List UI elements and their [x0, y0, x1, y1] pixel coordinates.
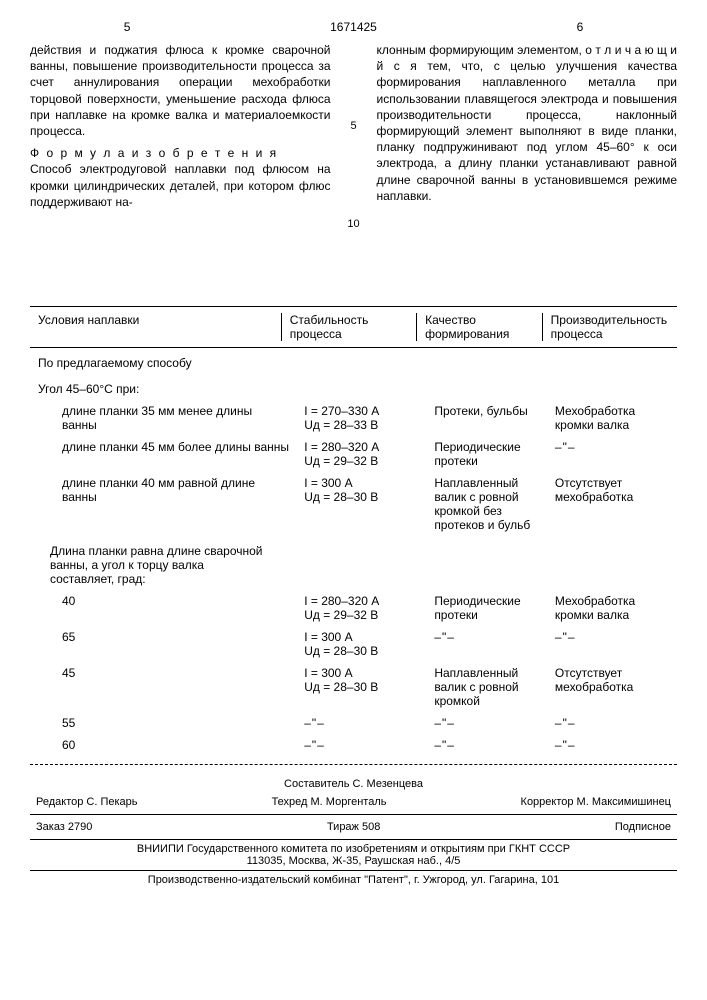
divider — [30, 839, 677, 840]
cell-current: I = 280–320 А — [304, 440, 418, 454]
text-columns: действия и поджатия флюса к кромке сваро… — [30, 42, 677, 294]
divider — [30, 764, 677, 765]
cell-stab: I = 300 А Uд = 28–30 В — [296, 666, 426, 708]
table-row: 65 I = 300 А Uд = 28–30 В –"– –"– — [30, 626, 677, 662]
cell-prod: Отсутствует мехобработка — [547, 666, 677, 708]
cell-current: I = 280–320 А — [304, 594, 418, 608]
th-conditions: Условия наплавки — [30, 313, 282, 341]
cell-stab: I = 300 А Uд = 28–30 В — [296, 476, 426, 532]
page-header: 5 1671425 6 — [30, 20, 677, 34]
cell-qual: Периодические протеки — [426, 594, 547, 622]
cell-cond: длине планки 45 мм более длины ванны — [30, 440, 296, 468]
footer: Составитель С. Мезенцева Редактор С. Пек… — [30, 775, 677, 886]
page-num-right: 6 — [483, 20, 677, 34]
editor: Редактор С. Пекарь — [36, 796, 138, 808]
data-table: Условия наплавки Стабильность процесса К… — [30, 306, 677, 756]
cell-voltage: Uд = 28–30 В — [304, 680, 418, 694]
table-row: 60 –"– –"– –"– — [30, 734, 677, 756]
cell-prod: –"– — [547, 630, 677, 658]
page-num-left: 5 — [30, 20, 224, 34]
left-column: действия и поджатия флюса к кромке сваро… — [30, 42, 331, 294]
divider — [30, 814, 677, 815]
table-row: длине планки 45 мм более длины ванны I =… — [30, 436, 677, 472]
section1-head: По предлагаемому способу — [30, 348, 677, 374]
line-5: 5 — [347, 98, 361, 154]
cell-qual: Периодические протеки — [426, 440, 547, 468]
cell-prod: Отсутствует мехобработка — [547, 476, 677, 532]
cell-voltage: Uд = 29–32 В — [304, 454, 418, 468]
right-column: клонным формирующим элементом, о т л и ч… — [377, 42, 678, 294]
cell-voltage: Uд = 29–32 В — [304, 608, 418, 622]
cell-qual: –"– — [426, 630, 547, 658]
cell-cond: 65 — [30, 630, 296, 658]
table-row: длине планки 40 мм равной длине ванны I … — [30, 472, 677, 536]
cell-voltage: Uд = 28–30 В — [304, 644, 418, 658]
doc-number: 1671425 — [224, 20, 483, 34]
cell-current: I = 300 А — [304, 666, 418, 680]
table-header: Условия наплавки Стабильность процесса К… — [30, 306, 677, 348]
org: ВНИИПИ Государственного комитета по изоб… — [30, 843, 677, 855]
cell-stab: –"– — [296, 716, 426, 730]
formula-heading: Ф о р м у л а и з о б р е т е н и я — [30, 145, 331, 161]
cell-current: I = 300 А — [304, 630, 418, 644]
cell-qual: Протеки, бульбы — [426, 404, 547, 432]
cell-stab: I = 280–320 А Uд = 29–32 В — [296, 594, 426, 622]
divider — [30, 870, 677, 871]
cell-prod: –"– — [547, 738, 677, 752]
cell-current: I = 300 А — [304, 476, 418, 490]
cell-prod: Мехобработка кромки валка — [547, 404, 677, 432]
section2-head: Длина планки равна длине сварочной ванны… — [30, 536, 270, 590]
cell-prod: Мехобработка кромки валка — [547, 594, 677, 622]
tirazh: Тираж 508 — [327, 821, 380, 833]
cell-cond: 40 — [30, 594, 296, 622]
cell-voltage: Uд = 28–33 В — [304, 418, 418, 432]
cell-qual: –"– — [426, 716, 547, 730]
left-para1: действия и поджатия флюса к кромке сваро… — [30, 43, 331, 138]
cell-qual: Наплавленный валик с ровной кромкой — [426, 666, 547, 708]
cell-prod: –"– — [547, 440, 677, 468]
cell-voltage: Uд = 28–30 В — [304, 490, 418, 504]
table-row: длине планки 35 мм менее длины ванны I =… — [30, 400, 677, 436]
prod: Производственно-издательский комбинат "П… — [30, 874, 677, 886]
cell-prod: –"– — [547, 716, 677, 730]
cell-qual: Наплавленный валик с ровной кромкой без … — [426, 476, 547, 532]
techred: Техред М. Моргенталь — [272, 796, 387, 808]
cell-cond: 55 — [30, 716, 296, 730]
cell-cond: длине планки 35 мм менее длины ванны — [30, 404, 296, 432]
cell-stab: I = 300 А Uд = 28–30 В — [296, 630, 426, 658]
table-body: По предлагаемому способу Угол 45–60°С пр… — [30, 348, 677, 756]
cell-current: I = 270–330 А — [304, 404, 418, 418]
order: Заказ 2790 — [36, 821, 92, 833]
cell-cond: 45 — [30, 666, 296, 708]
cell-stab: I = 280–320 А Uд = 29–32 В — [296, 440, 426, 468]
compiler: Составитель С. Мезенцева — [284, 778, 423, 790]
left-para2: Способ электродуговой наплавки под флюсо… — [30, 162, 331, 208]
th-stability: Стабильность процесса — [282, 313, 417, 341]
line-10: 10 — [347, 196, 361, 252]
table-row: 55 –"– –"– –"– — [30, 712, 677, 734]
corrector: Корректор М. Максимишинец — [521, 796, 671, 808]
cell-stab: –"– — [296, 738, 426, 752]
cell-qual: –"– — [426, 738, 547, 752]
table-row: 40 I = 280–320 А Uд = 29–32 В Периодичес… — [30, 590, 677, 626]
cell-stab: I = 270–330 А Uд = 28–33 В — [296, 404, 426, 432]
section1a-head: Угол 45–60°С при: — [30, 374, 677, 400]
addr: 113035, Москва, Ж-35, Раушская наб., 4/5 — [30, 855, 677, 867]
right-para1: клонным формирующим элементом, о т л и ч… — [377, 43, 678, 203]
cell-cond: 60 — [30, 738, 296, 752]
line-numbers: 5 10 — [347, 42, 361, 294]
th-quality: Качество формирования — [417, 313, 543, 341]
cell-cond: длине планки 40 мм равной длине ванны — [30, 476, 296, 532]
th-productivity: Производительность процесса — [543, 313, 677, 341]
table-row: 45 I = 300 А Uд = 28–30 В Наплавленный в… — [30, 662, 677, 712]
podpis: Подписное — [615, 821, 671, 833]
